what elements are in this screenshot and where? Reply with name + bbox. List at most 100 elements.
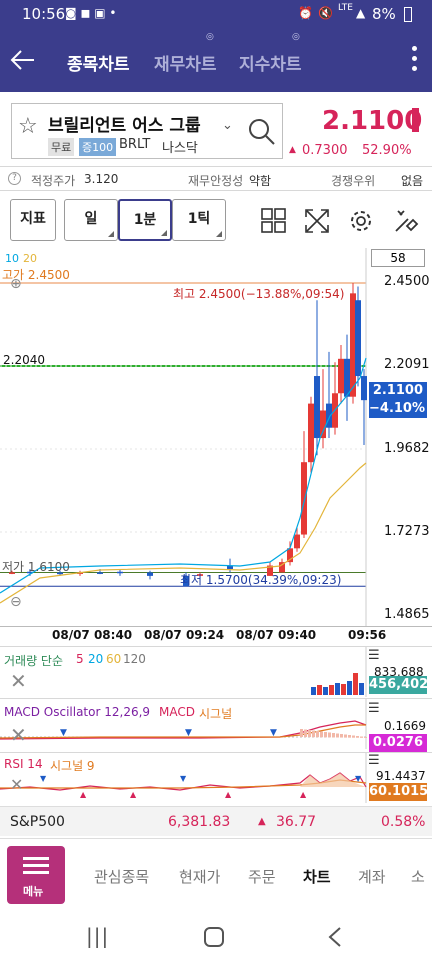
macd-histogram-bar — [316, 731, 319, 738]
nav-watchlist[interactable]: 관심종목 — [94, 868, 150, 886]
divider — [0, 190, 432, 191]
panel-menu-icon[interactable]: ☰ — [368, 648, 380, 663]
menu-button[interactable]: 메뉴 — [7, 846, 65, 904]
chevron-down-icon[interactable]: ⌄ — [222, 118, 233, 133]
alarm-icon: ⏰ — [298, 6, 313, 20]
candle-body — [344, 358, 350, 397]
macd-label: MACD — [159, 705, 195, 719]
battery-text: 8% — [372, 5, 396, 23]
rsi-marker: ▲ — [225, 790, 232, 799]
stock-selector[interactable]: ☆ 브릴리언트 어스 그룹 무료 증100 BRLT 나스닥 ⌄ — [11, 103, 283, 159]
volume-canvas — [311, 647, 367, 697]
hamburger-icon — [23, 857, 49, 860]
nav-order[interactable]: 주문 — [248, 868, 276, 886]
x-tick-label: 08/07 09:40 — [236, 628, 317, 642]
signal-label: LTE — [338, 3, 353, 13]
low-price-left-label: 저가 1.6100 — [2, 560, 70, 574]
macd-histogram-bar — [300, 729, 303, 737]
y-tick-label: 2.4500 — [384, 274, 430, 289]
current-price-badge: 2.1100 −4.10% — [369, 382, 427, 418]
macd-histogram-bar — [340, 734, 343, 738]
index-name: S&P500 — [10, 814, 65, 830]
period-tick-button[interactable]: 1틱 — [172, 199, 226, 241]
search-icon[interactable] — [248, 118, 276, 146]
close-icon[interactable]: ✕ — [10, 669, 27, 693]
settings-gear-icon[interactable] — [348, 208, 374, 234]
volume-ma60: 60 — [106, 652, 122, 666]
x-tick-label: 08/07 09:24 — [144, 628, 225, 642]
price-change-pct: 52.90% — [362, 143, 412, 158]
tab-stock-chart[interactable]: 종목차트 — [67, 55, 130, 75]
volume-badge: 456,402 — [369, 676, 429, 694]
volume-bar — [353, 673, 358, 695]
tools-icon[interactable] — [393, 208, 419, 234]
volume-bar — [317, 685, 322, 695]
help-icon[interactable]: ? — [8, 172, 21, 185]
close-icon[interactable]: ✕ — [10, 775, 24, 794]
candle-body — [326, 403, 332, 428]
nav-more[interactable]: 소 — [411, 868, 425, 886]
volume-panel[interactable]: 거래량 단순 5 20 60 120 ✕ ☰ 833,688 456,402 — [0, 647, 432, 697]
rsi-marker: ▼ — [40, 774, 47, 783]
tab-financial-chart[interactable]: 재무차트 — [154, 55, 217, 75]
rsi-overbought-fill — [300, 773, 366, 787]
nav-chart[interactable]: 차트 — [303, 868, 331, 886]
recent-apps-icon[interactable]: ||| — [86, 924, 110, 948]
back-icon[interactable] — [327, 926, 343, 948]
x-tick-label: 09:56 — [348, 628, 387, 642]
free-badge: 무료 — [48, 138, 75, 156]
zoom-out-icon[interactable]: ⊖ — [10, 594, 22, 610]
candle-body — [301, 462, 307, 535]
high-annotation: 최고 2.4500(−13.88%,09:54) — [173, 287, 345, 301]
zoom-in-icon[interactable]: ⊕ — [10, 276, 22, 292]
macd-histogram-bar — [348, 735, 351, 738]
competition-value: 없음 — [401, 174, 424, 188]
indicator-button[interactable]: 지표 — [10, 199, 56, 241]
close-icon[interactable]: ✕ — [10, 723, 27, 747]
macd-histogram-bar — [308, 730, 311, 738]
panel-menu-icon[interactable]: ☰ — [368, 701, 380, 716]
macd-histogram-bar — [304, 729, 307, 738]
candle-body — [267, 565, 273, 576]
period-minute-button[interactable]: 1분 — [118, 199, 172, 241]
notification-icons: ◙ ◼ ▣ • — [65, 6, 117, 20]
system-navigation-bar: ||| — [0, 913, 432, 963]
volume-bar — [359, 683, 364, 695]
tab-index-chart[interactable]: 지수차트 — [239, 55, 302, 75]
candle-body — [147, 572, 153, 576]
macd-line — [0, 720, 367, 740]
x-tick-label: 08/07 08:40 — [52, 628, 133, 642]
layout-grid-icon[interactable] — [261, 208, 287, 234]
fullscreen-icon[interactable] — [304, 208, 330, 234]
bottom-navigation: 메뉴 관심종목 현재가 주문 차트 계좌 소 — [0, 838, 432, 913]
stock-name: 브릴리언트 어스 그룹 — [48, 116, 201, 136]
macd-histogram-bar — [344, 734, 347, 738]
more-menu-icon[interactable] — [405, 46, 425, 76]
nav-current-price[interactable]: 현재가 — [179, 868, 221, 886]
rsi-marker: ▲ — [300, 790, 307, 799]
tab-badge-icon: ◎ — [206, 32, 214, 42]
favorite-star-icon[interactable]: ☆ — [18, 114, 38, 139]
top-navigation: 종목차트 재무차트 지수차트 ◎ ◎ — [0, 30, 432, 92]
candle-body — [279, 562, 285, 573]
candle-body — [183, 575, 189, 587]
candle-count[interactable]: 58 — [371, 249, 425, 267]
volume-bar — [329, 685, 334, 695]
candle-body — [294, 534, 300, 549]
volume-ma20: 20 — [88, 652, 104, 666]
index-ticker[interactable]: S&P500 6,381.83 ▲ 36.77 0.58% — [0, 806, 432, 836]
nav-account[interactable]: 계좌 — [358, 868, 386, 886]
volume-bar — [335, 683, 340, 695]
current-price: 2.1100 — [322, 106, 423, 136]
period-day-button[interactable]: 일 — [64, 199, 118, 241]
y-tick-label: 1.4865 — [384, 607, 430, 622]
macd-panel[interactable]: ▼ ▼ ▼ MACD Oscillator 12,26,9 MACD 시그널 ✕ ☰… — [0, 699, 432, 752]
menu-label: 메뉴 — [23, 885, 44, 898]
home-icon[interactable] — [204, 927, 224, 947]
competition-label: 경쟁우위 — [331, 174, 376, 188]
candle-body — [355, 300, 361, 377]
back-arrow-icon[interactable] — [10, 49, 36, 71]
rsi-panel[interactable]: ▼ ▲ ▲ ▼ ▲ ▲ ▼ RSI 14 시그널 9 ✕ ☰ 91.4437 60.1015 — [0, 753, 432, 803]
panel-menu-icon[interactable]: ☰ — [368, 753, 380, 768]
price-chart[interactable]: 10 20 고가 2.4500 저가 1.6100 2.2040 최고 2.45… — [0, 248, 432, 626]
